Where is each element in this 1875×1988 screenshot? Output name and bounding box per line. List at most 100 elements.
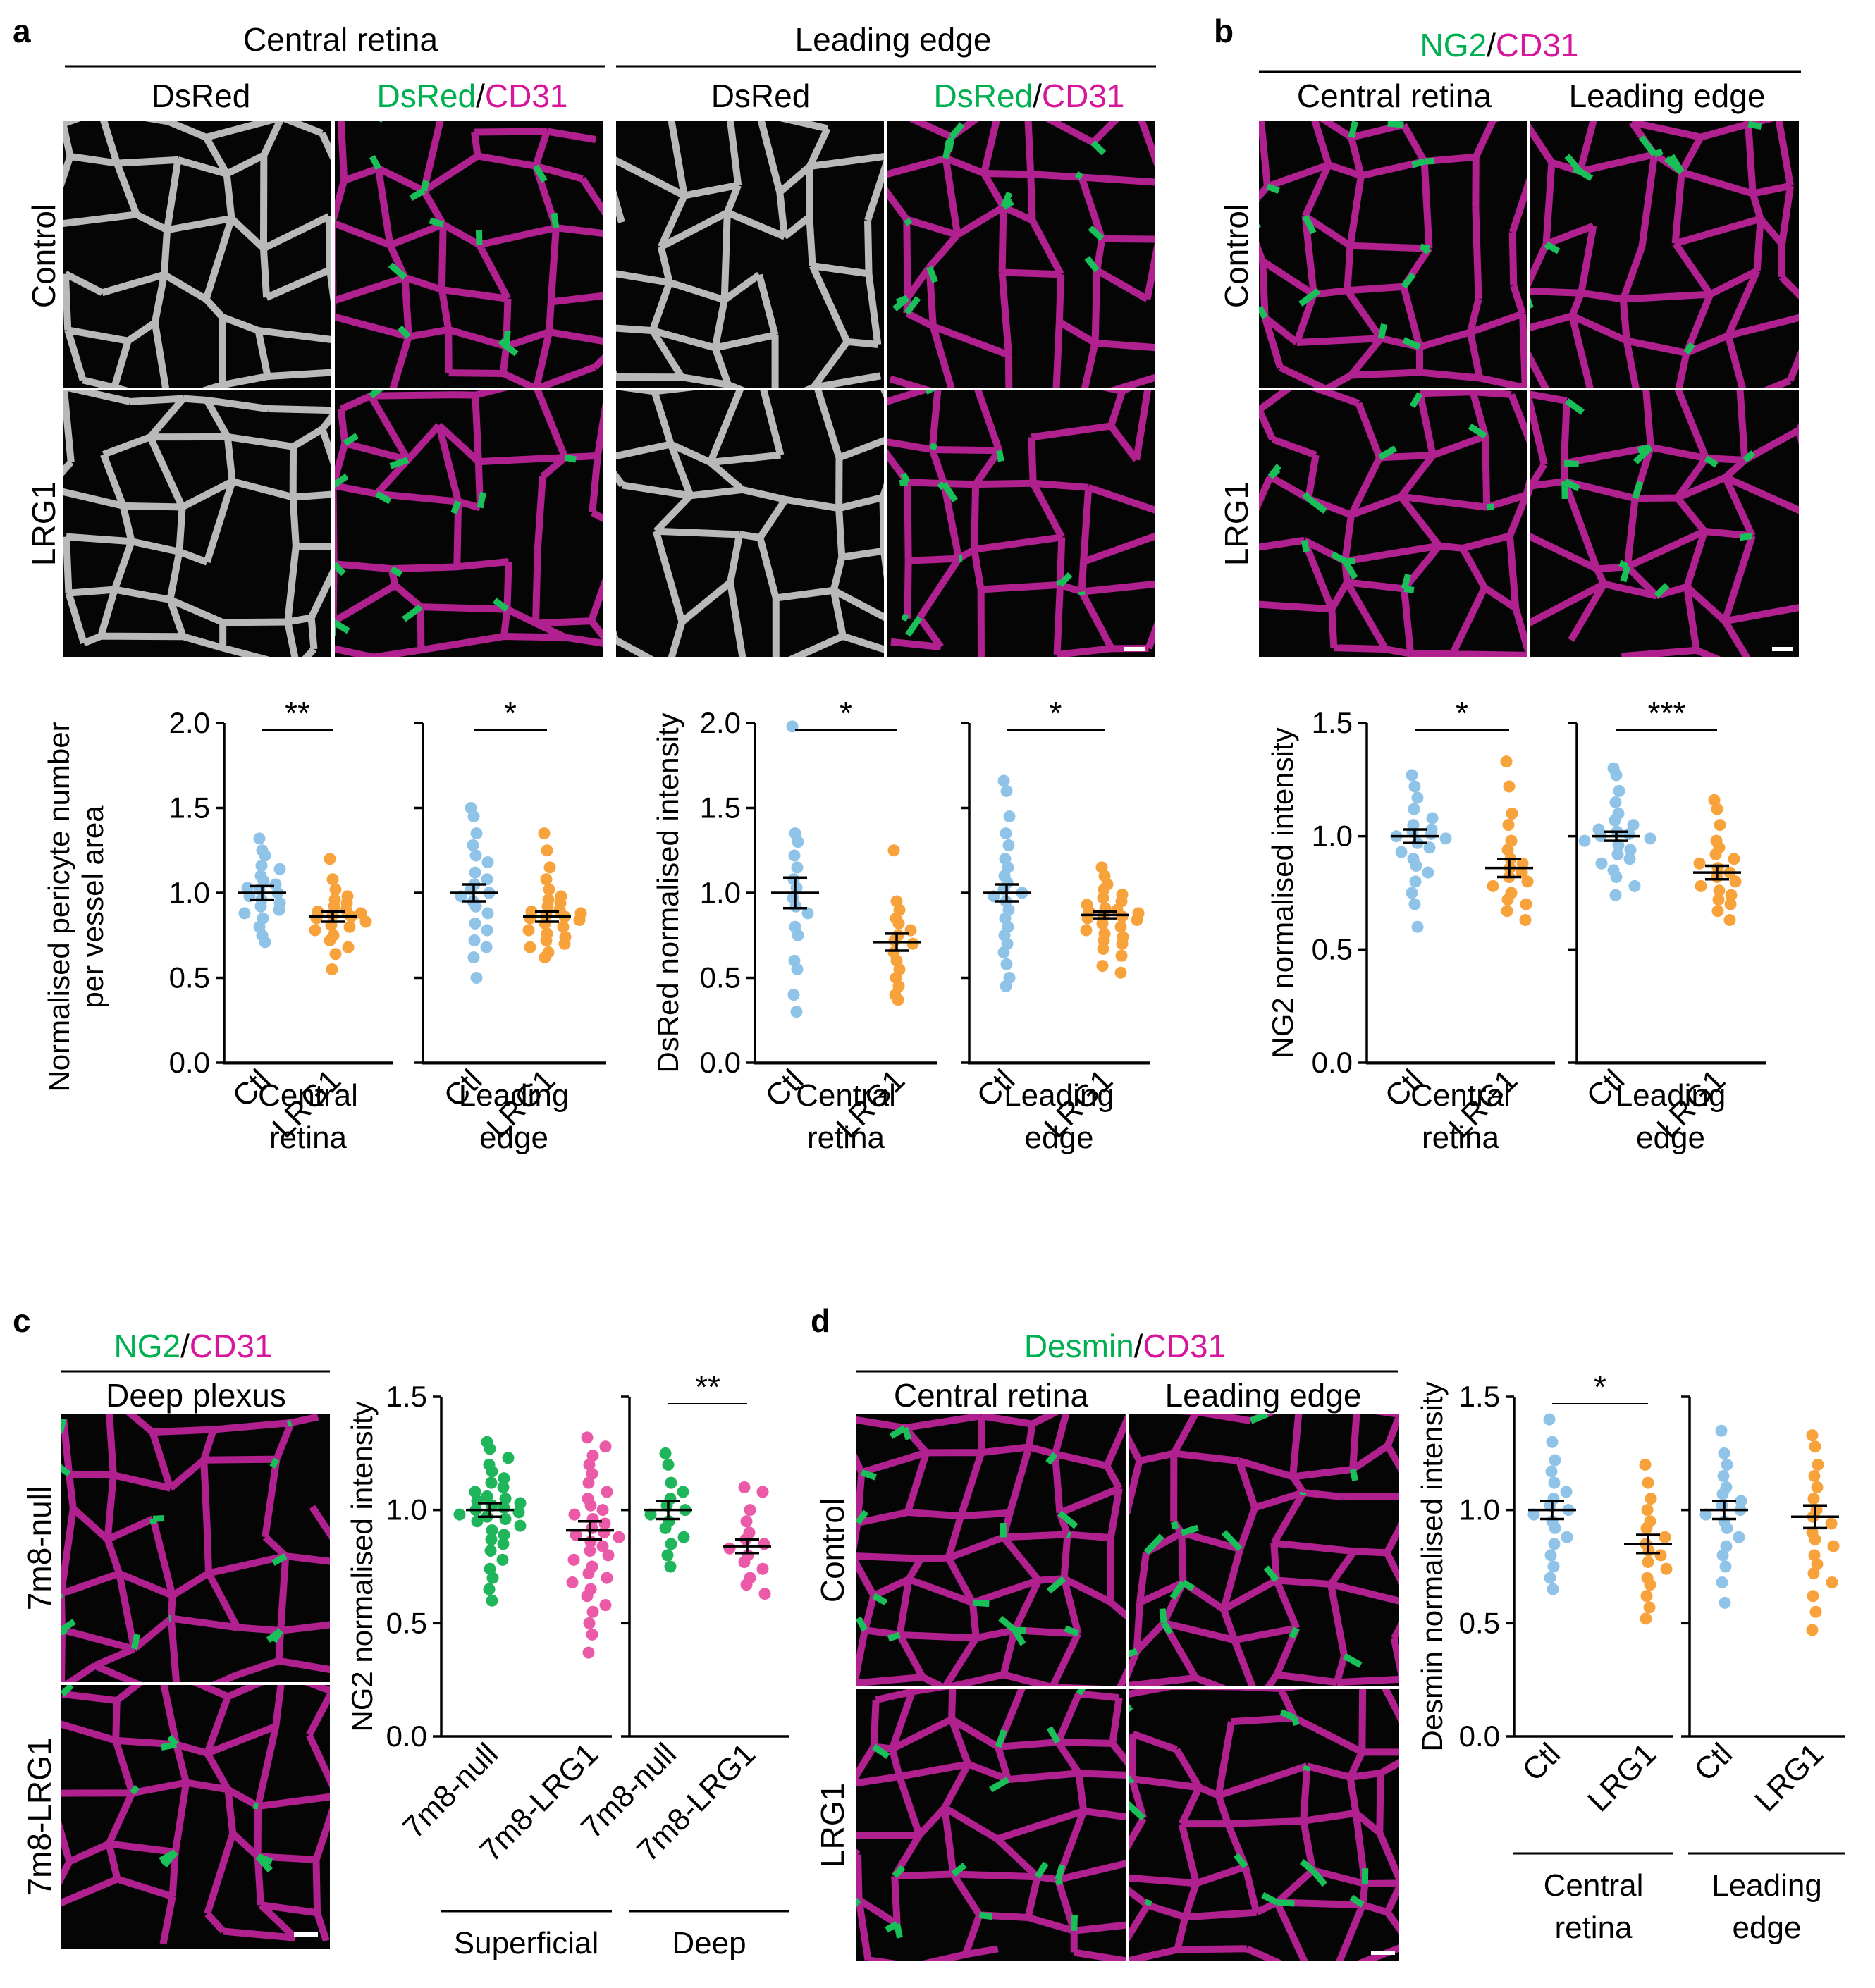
data-point: [470, 972, 483, 984]
significance-mark: **: [695, 1369, 720, 1405]
panel-a-col-header-1-part: CD31: [485, 78, 568, 114]
group-label-line: Central: [796, 1078, 896, 1113]
panel-b-title: NG2/CD31: [1420, 27, 1579, 63]
y-tick-label: 0.0: [386, 1720, 427, 1753]
panel-a-col-header-1-part: /: [476, 78, 485, 114]
panel-b-image-r0-c0-bg: [1259, 121, 1527, 388]
panel-a-group-header-leading: Leading edge: [795, 21, 992, 58]
data-point: [1807, 1493, 1820, 1505]
data-point: [1825, 1517, 1838, 1530]
panel-a-col-header-0: DsRed: [152, 78, 251, 114]
data-point: [738, 1481, 751, 1494]
data-point: [524, 912, 536, 925]
data-point: [1114, 966, 1127, 979]
panel-a-image-r1-c1-pericytes: [335, 390, 577, 636]
data-point: [310, 912, 323, 925]
panel-a-col-header-2: DsRed: [711, 78, 811, 114]
data-point: [1609, 796, 1622, 808]
group-label-line: Leading: [1004, 1078, 1114, 1113]
y-tick-label: 1.5: [386, 1380, 427, 1413]
data-point: [1721, 1458, 1733, 1471]
data-point: [514, 1519, 527, 1532]
chart-c-ng2-ylabel: NG2 normalised intensity: [345, 1401, 379, 1731]
panel-a-col-header-3: DsRed/CD31: [934, 78, 1125, 114]
data-point: [1827, 1540, 1840, 1552]
y-tick-label: 0.0: [700, 1046, 741, 1079]
panel-a-image-r0-c2: [616, 121, 884, 388]
data-point: [1809, 1533, 1821, 1545]
panel-d-image-r1-c0: [856, 1689, 1126, 1961]
panel-d-image-r1-c0-vessels: [856, 1689, 1126, 1961]
data-point: [1548, 1476, 1561, 1489]
data-point: [538, 827, 551, 840]
data-point: [238, 907, 251, 920]
y-tick-label: 0.5: [169, 961, 210, 994]
group-label-line: Superficial: [454, 1926, 598, 1961]
data-point: [586, 1605, 599, 1618]
significance-mark: *: [840, 695, 852, 731]
data-point: [486, 1594, 498, 1607]
data-point: [596, 1540, 609, 1552]
chart-d-desmin-ylabel-line: Desmin normalised intensity: [1415, 1381, 1449, 1751]
data-point: [744, 1504, 756, 1517]
data-point: [1501, 905, 1513, 918]
data-point: [1699, 1508, 1712, 1521]
data-point: [1654, 1549, 1667, 1562]
data-point: [1613, 784, 1625, 797]
panel-c-image-r1-pericytes: [61, 1685, 273, 1873]
group-label-line: Leading: [1616, 1078, 1726, 1113]
panel-a-image-r1-c0-network: [63, 390, 331, 657]
data-point: [471, 1515, 484, 1528]
chart-a-dsred: DsRed normalised intensity 0.0 0.5 1.0 1.5 2.…: [651, 695, 1150, 1155]
scale-bar-b: [1772, 647, 1793, 651]
data-point: [1729, 875, 1742, 888]
data-point: [469, 866, 481, 879]
data-point: [1721, 1521, 1733, 1534]
data-point: [1659, 1531, 1671, 1543]
data-point: [1544, 1549, 1557, 1562]
data-point: [1716, 1488, 1729, 1500]
panel-a-image-r1-c2-bg: [616, 390, 884, 657]
data-point: [484, 1545, 497, 1557]
data-point: [662, 1458, 675, 1471]
panel-d-row-label-control: Control: [814, 1498, 851, 1603]
panel-d-image-r0-c1-pericytes: [1129, 1414, 1363, 1668]
data-point: [343, 920, 356, 933]
data-point: [1609, 814, 1621, 827]
panel-d-title-part: CD31: [1143, 1328, 1227, 1364]
data-point: [1546, 1436, 1559, 1448]
data-point: [1808, 1469, 1821, 1482]
panel-d-image-r0-c0-vessels: [856, 1414, 1126, 1686]
data-point: [602, 1549, 615, 1562]
data-point: [568, 1508, 581, 1521]
scale-bar-a: [1124, 647, 1145, 651]
data-point: [1623, 853, 1636, 865]
data-point: [329, 883, 342, 896]
data-point: [1408, 803, 1420, 815]
data-point: [738, 1556, 751, 1569]
chart-a-dsred-ylabel-line: DsRed normalised intensity: [651, 712, 684, 1073]
y-tick-label: 0.0: [1312, 1046, 1353, 1079]
data-point: [1521, 875, 1534, 888]
y-tick-label: 1.5: [1459, 1380, 1500, 1413]
data-point: [584, 1545, 596, 1557]
data-point: [467, 839, 479, 852]
data-point: [324, 853, 336, 865]
panel-letter-a: a: [13, 13, 31, 49]
panel-d-image-r0-c0-bg: [856, 1414, 1126, 1686]
data-point: [756, 1486, 769, 1498]
data-point: [573, 914, 586, 927]
chart-c-ng2: NG2 normalised intensity0.00.51.01.57m8-…: [345, 1369, 789, 1961]
data-point: [1719, 1560, 1732, 1573]
data-point: [1097, 943, 1109, 956]
data-point: [583, 1617, 596, 1629]
panel-a-image-r1-c1-bg: [335, 390, 603, 657]
category-label: LRG1: [1748, 1736, 1830, 1818]
data-point: [1716, 1549, 1729, 1562]
data-point: [1548, 1538, 1561, 1550]
chart-d-desmin-ylabel: Desmin normalised intensity: [1415, 1381, 1449, 1751]
panel-b-image-r0-c1-vessels: [1530, 121, 1799, 388]
